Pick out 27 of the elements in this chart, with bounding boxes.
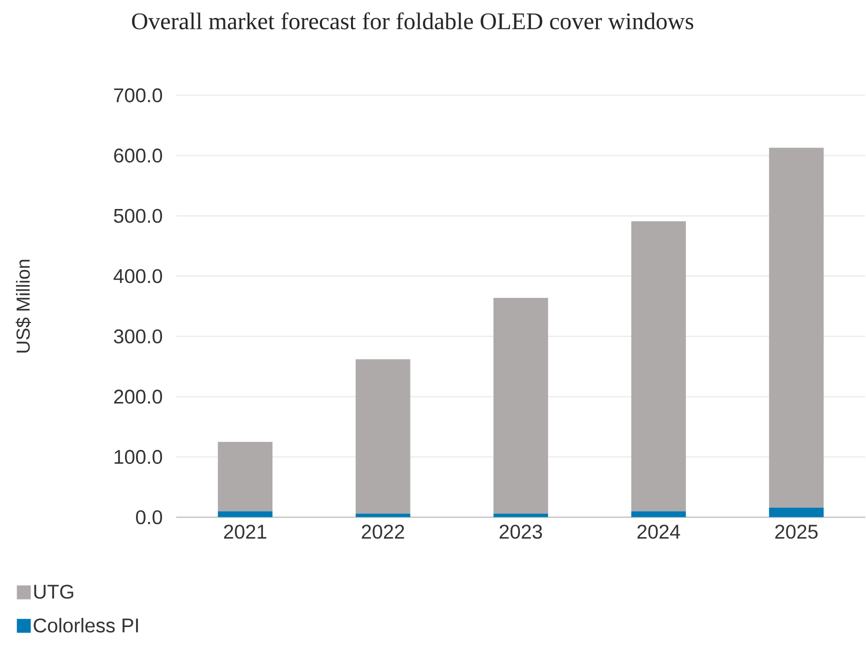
bar (356, 514, 410, 518)
legend-label: UTG (34, 584, 74, 599)
y-tick-label: 500.0 (114, 208, 162, 223)
y-tick-label: 200.0 (114, 390, 162, 404)
bar (356, 359, 410, 514)
bar (769, 148, 824, 508)
x-tick-label: 2023 (500, 524, 542, 539)
x-tick-label: 2024 (637, 524, 680, 539)
bar (769, 507, 824, 518)
bar (493, 514, 548, 518)
y-tick-label: 700.0 (114, 88, 162, 102)
y-tick-label: 0.0 (136, 510, 162, 524)
y-axis-title: US$ Million (16, 260, 31, 352)
bar (631, 221, 686, 512)
y-tick-label: 100.0 (114, 450, 162, 464)
y-tick-label: 400.0 (114, 269, 162, 284)
x-tick-label: 2021 (224, 524, 266, 539)
bar (631, 511, 686, 518)
legend-label: Colorless PI (34, 618, 138, 632)
bar (218, 442, 272, 512)
bar (218, 511, 272, 518)
y-tick-label: 600.0 (114, 148, 162, 163)
y-tick-label: 300.0 (114, 329, 162, 344)
chart-title: Overall market forecast for foldable OLED cover windows (132, 12, 694, 30)
x-tick-label: 2022 (362, 524, 404, 539)
bar (493, 298, 548, 514)
x-tick-label: 2025 (775, 524, 818, 539)
